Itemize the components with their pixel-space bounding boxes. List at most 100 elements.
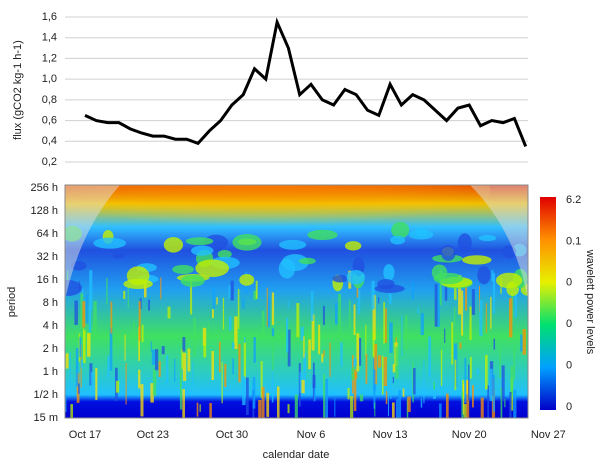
heatmap-blob: [239, 274, 255, 286]
y-tick-label: 1,0: [42, 73, 57, 85]
heatmap-streak: [82, 288, 84, 298]
heatmap-streak: [287, 329, 291, 367]
heatmap-streak: [359, 394, 364, 402]
heatmap-blob: [217, 249, 232, 259]
heatmap-streak: [202, 327, 207, 346]
heatmap-streak: [469, 306, 472, 340]
heatmap-streak: [434, 284, 438, 327]
x-axis-label: calendar date: [263, 449, 330, 461]
heatmap-streak: [461, 391, 464, 418]
heatmap-streak: [124, 334, 126, 361]
heatmap-streak: [464, 358, 467, 404]
heatmap-streak: [85, 294, 89, 324]
heatmap-streak: [140, 384, 144, 417]
heatmap-streak: [152, 369, 157, 396]
heatmap-streak: [209, 403, 212, 418]
heatmap-streak: [150, 383, 154, 403]
heatmap-frame: [64, 184, 529, 419]
cone-of-influence: [65, 185, 120, 300]
colorbar-tick-label: 0: [566, 360, 572, 372]
heatmap-streak: [312, 362, 315, 402]
heatmap-streak: [463, 404, 467, 418]
heatmap-streak: [420, 312, 424, 336]
heatmap-streak: [401, 315, 403, 357]
heatmap-streak: [287, 300, 289, 309]
heatmap-texture: [65, 221, 528, 418]
heatmap-streak: [480, 397, 484, 418]
heatmap-streak: [468, 364, 470, 401]
heatmap-streak: [93, 301, 97, 340]
heatmap-streak: [179, 368, 182, 410]
heatmap-streak: [365, 324, 367, 356]
heatmap-streak: [276, 386, 280, 418]
heatmap-blob: [123, 278, 153, 289]
heatmap-streak: [107, 355, 110, 378]
heatmap-hot-region: [65, 185, 490, 250]
heatmap-streak: [296, 303, 300, 338]
x-tick-label: Nov 20: [452, 429, 487, 441]
heatmap-streak: [308, 339, 311, 370]
heatmap-streak: [402, 388, 405, 397]
heatmap-streak: [232, 358, 234, 375]
heatmap-streak: [417, 307, 420, 314]
heatmap-streak: [80, 359, 84, 369]
heatmap-streak: [260, 360, 263, 398]
heatmap-streak: [471, 289, 475, 315]
heatmap-streak: [411, 281, 414, 300]
heatmap-streak: [466, 380, 470, 418]
heatmap-streak: [378, 297, 380, 304]
heatmap-streak: [271, 292, 275, 325]
heatmap-streak: [87, 332, 91, 357]
heatmap-streak: [287, 404, 290, 414]
y-tick-label: 256 h: [30, 182, 58, 194]
heatmap-streak: [161, 346, 165, 355]
cone-of-influence: [470, 185, 528, 300]
heatmap-streak: [522, 329, 526, 355]
heatmap-streak: [167, 306, 171, 319]
heatmap-blob: [172, 264, 194, 274]
heatmap-streak: [230, 280, 234, 301]
heatmap-streak: [385, 308, 387, 344]
heatmap-streak: [192, 361, 194, 386]
y-axis-label: flux (gCO2 kg-1 h-1): [12, 40, 24, 140]
heatmap-streak: [471, 385, 474, 408]
heatmap-streak: [444, 328, 446, 344]
heatmap-streak: [76, 372, 80, 403]
heatmap-streak: [489, 368, 493, 402]
heatmap-streak: [258, 400, 262, 418]
heatmap-blob: [377, 278, 395, 290]
heatmap-streak: [237, 288, 240, 330]
heatmap-streak: [252, 376, 256, 409]
heatmap-streak: [310, 291, 314, 322]
heatmap-streak: [222, 297, 225, 330]
heatmap-streak: [405, 315, 408, 351]
heatmap-streak: [261, 386, 265, 418]
heatmap-streak: [311, 314, 315, 351]
heatmap-streak: [272, 344, 274, 377]
heatmap-streak: [166, 355, 169, 384]
y-tick-label: 4 h: [43, 320, 58, 332]
heatmap-streak: [325, 378, 328, 418]
heatmap-streak: [374, 402, 376, 417]
y-tick-label: 0,2: [42, 156, 57, 168]
heatmap-streak: [244, 336, 246, 348]
heatmap-streak: [242, 376, 246, 406]
heatmap-streak: [428, 336, 432, 378]
heatmap-streak: [439, 403, 442, 418]
heatmap-streak: [353, 369, 357, 412]
heatmap-streak: [395, 337, 397, 345]
heatmap-streak: [335, 302, 338, 325]
heatmap-streak: [266, 287, 268, 327]
heatmap-streak: [485, 302, 487, 334]
heatmap-streak: [174, 359, 176, 383]
heatmap-streak: [385, 391, 388, 405]
heatmap-streak: [224, 364, 227, 387]
heatmap-streak: [445, 393, 449, 418]
heatmap-streak: [182, 337, 186, 352]
heatmap-streak: [465, 379, 469, 395]
heatmap-streak: [115, 380, 120, 393]
heatmap-streak: [242, 298, 245, 309]
heatmap-streak: [348, 300, 351, 330]
heatmap-streak: [439, 270, 442, 306]
heatmap-streak: [138, 301, 141, 341]
